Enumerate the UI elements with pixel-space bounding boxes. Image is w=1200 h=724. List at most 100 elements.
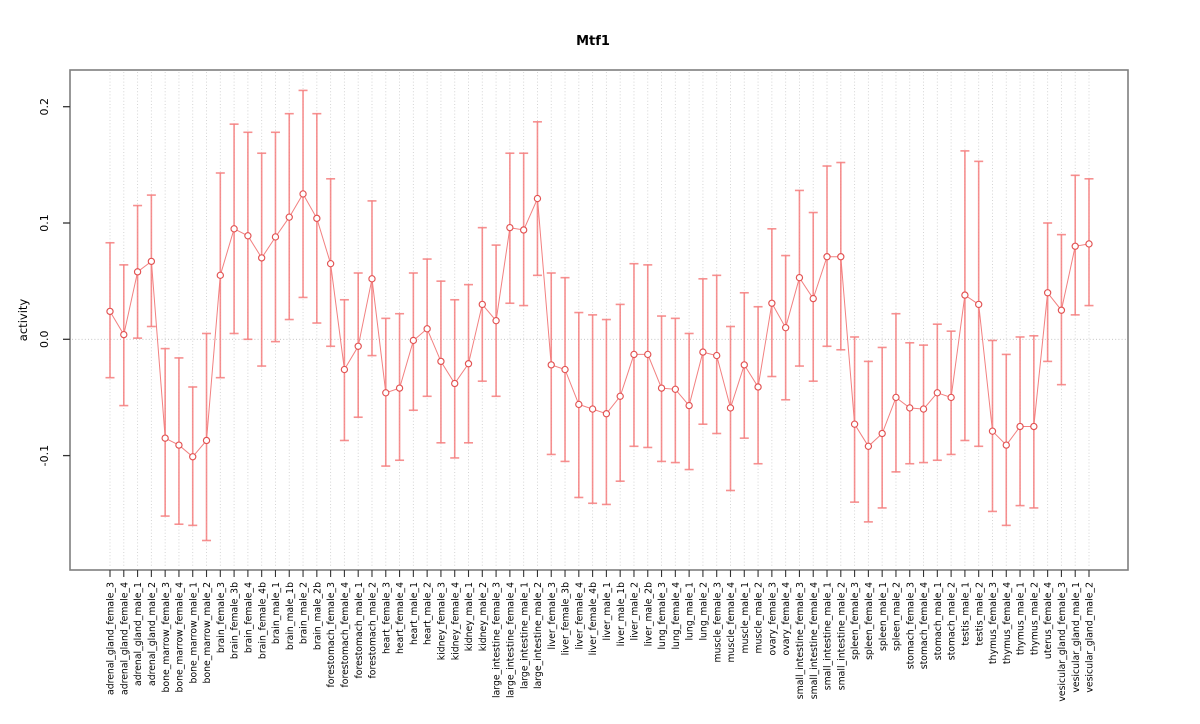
x-tick-label: small_intestine_male_2 xyxy=(836,582,847,690)
data-point xyxy=(947,393,955,402)
data-point xyxy=(699,348,707,356)
data-point xyxy=(892,393,900,402)
data-point xyxy=(726,404,735,412)
x-tick-label: kidney_male_1 xyxy=(464,582,475,651)
data-point xyxy=(988,427,997,435)
x-tick-label: small_intestine_female_4 xyxy=(809,582,820,699)
data-point xyxy=(423,325,431,333)
x-tick-label: bone_marrow_female_3 xyxy=(161,582,172,693)
x-tick-label: adrenal_gland_female_4 xyxy=(119,582,130,695)
x-tick-label: liver_female_3b xyxy=(561,582,572,655)
x-tick-label: spleen_female_3 xyxy=(850,582,861,660)
data-point xyxy=(795,273,804,282)
x-tick-label: bone_marrow_male_1 xyxy=(188,582,199,684)
data-point xyxy=(230,225,238,233)
error-bar xyxy=(1015,336,1025,507)
x-tick-label: lung_female_4 xyxy=(671,582,682,650)
data-point xyxy=(1002,441,1010,449)
data-point xyxy=(754,383,762,391)
y-tick-label: 0.1 xyxy=(38,214,51,232)
data-point xyxy=(533,194,542,203)
x-tick-label: heart_male_1 xyxy=(409,582,420,645)
data-point xyxy=(1016,422,1024,431)
data-point xyxy=(175,441,183,449)
x-tick-label: stomach_male_2 xyxy=(947,582,958,660)
x-tick-label: large_intestine_female_3 xyxy=(492,582,503,698)
error-bar xyxy=(891,312,901,473)
error-bar xyxy=(919,344,929,464)
data-point xyxy=(202,436,211,445)
data-point xyxy=(864,442,873,450)
y-tick-label: 0.0 xyxy=(38,331,51,349)
data-point xyxy=(961,291,969,299)
data-point xyxy=(437,357,445,366)
data-point xyxy=(451,379,459,388)
x-tick-label: liver_male_1 xyxy=(602,582,613,641)
data-point xyxy=(906,404,914,412)
x-tick-label: brain_female_3 xyxy=(216,582,227,653)
data-point xyxy=(781,323,790,332)
error-bar xyxy=(174,357,184,526)
x-tick-label: heart_female_4 xyxy=(395,582,406,654)
data-point xyxy=(120,330,128,339)
error-bar xyxy=(863,360,873,523)
x-tick-label: large_intestine_male_1 xyxy=(519,582,530,689)
x-tick-label: adrenal_gland_male_1 xyxy=(133,582,144,686)
data-point xyxy=(285,213,293,221)
x-tick-label: bone_marrow_female_4 xyxy=(175,582,186,693)
data-point xyxy=(561,365,569,374)
x-tick-label: ovary_female_3 xyxy=(768,582,779,656)
plot-border xyxy=(69,69,1129,571)
data-point xyxy=(588,405,597,413)
x-tick-label: thymus_male_1 xyxy=(1016,582,1027,655)
x-tick-label: thymus_male_2 xyxy=(1029,582,1040,655)
x-tick-label: muscle_male_2 xyxy=(754,582,765,653)
data-point xyxy=(616,392,624,400)
data-point xyxy=(244,232,252,240)
x-tick-label: adrenal_gland_female_3 xyxy=(106,582,117,695)
data-point xyxy=(106,307,114,316)
x-tick-label: forestomach_male_1 xyxy=(354,582,365,679)
error-bar xyxy=(1029,335,1039,509)
x-tick-label: liver_male_2 xyxy=(630,582,641,640)
x-tick-label: liver_female_4 xyxy=(574,582,585,650)
data-point xyxy=(919,405,928,413)
data-point xyxy=(575,400,583,409)
data-point xyxy=(519,226,528,234)
x-tick-label: lung_female_3 xyxy=(657,582,668,650)
data-point xyxy=(975,300,983,309)
x-tick-label: vesicular_gland_female_3 xyxy=(1057,582,1068,702)
data-point xyxy=(547,361,555,369)
x-tick-label: small_intestine_male_1 xyxy=(823,582,834,690)
x-tick-label: liver_male_2b xyxy=(643,582,654,646)
x-tick-label: heart_male_2 xyxy=(423,582,434,645)
x-tick-label: spleen_male_1 xyxy=(878,582,889,651)
x-tick-label: adrenal_gland_male_2 xyxy=(147,582,158,686)
y-tick-label: -0.1 xyxy=(38,445,51,466)
data-point xyxy=(506,223,514,232)
data-point xyxy=(713,351,721,360)
y-axis-label: activity xyxy=(16,299,30,342)
x-tick-label: stomach_female_3 xyxy=(905,582,916,669)
error-bar xyxy=(850,336,860,503)
x-tick-label: ovary_female_4 xyxy=(781,582,792,656)
error-bar xyxy=(905,341,915,465)
data-point xyxy=(878,429,886,438)
data-point xyxy=(809,294,817,303)
data-point xyxy=(644,350,652,359)
x-tick-label: heart_female_3 xyxy=(381,582,392,654)
gridlines xyxy=(72,72,1126,568)
data-point xyxy=(492,317,500,325)
data-point xyxy=(368,275,376,283)
data-point xyxy=(216,271,224,280)
y-tick-label: 0.2 xyxy=(38,98,51,116)
data-point xyxy=(1043,289,1052,297)
data-point xyxy=(395,384,404,392)
data-point xyxy=(409,336,418,345)
series-connector-line xyxy=(109,192,1090,458)
x-tick-label: muscle_male_1 xyxy=(740,582,751,654)
x-tick-label: vesicular_gland_male_2 xyxy=(1085,582,1096,693)
data-point xyxy=(326,260,335,268)
